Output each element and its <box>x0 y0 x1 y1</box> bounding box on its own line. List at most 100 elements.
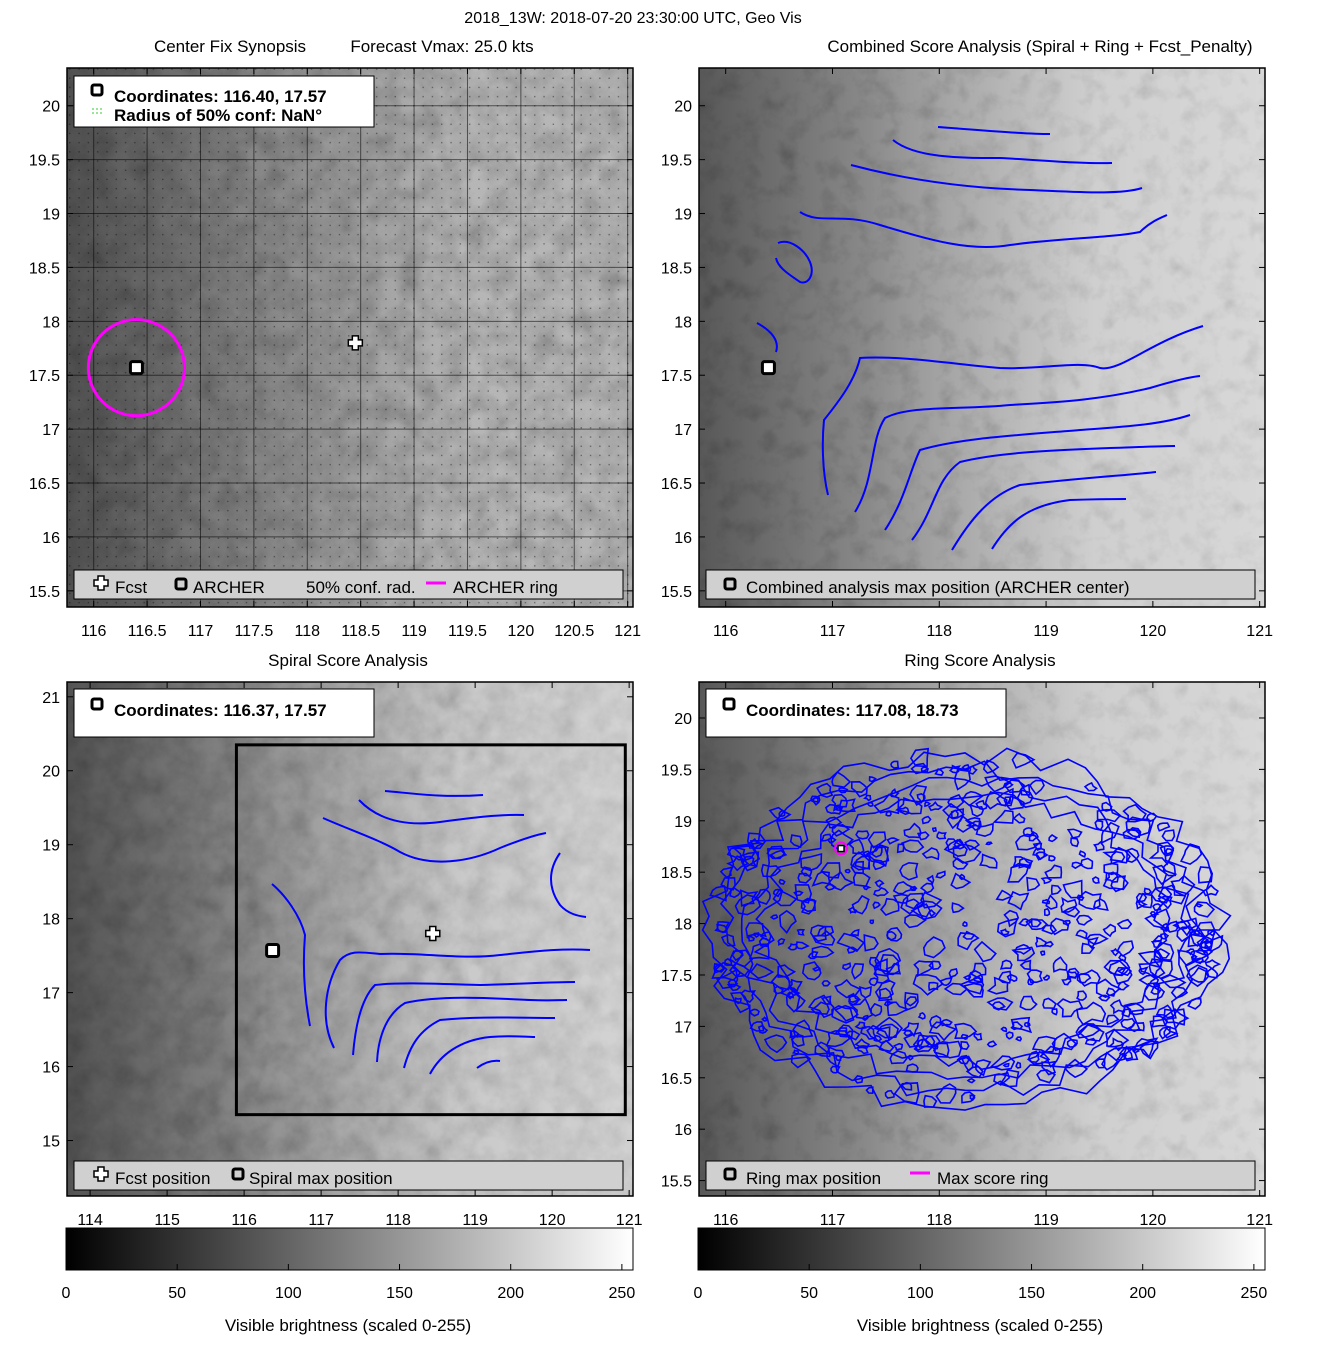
ring-contour <box>962 930 976 940</box>
ring-contour <box>992 809 1015 824</box>
y-tick-label: 16 <box>674 530 692 547</box>
ring-contour <box>763 1034 788 1054</box>
ring-contour <box>1149 911 1160 919</box>
ring-contour <box>777 964 797 978</box>
y-tick-label: 17.5 <box>661 968 692 985</box>
y-tick-label: 15.5 <box>661 584 692 601</box>
spiral-frame <box>66 681 634 1197</box>
ring-contour <box>1036 1069 1057 1084</box>
synopsis-radius: Radius of 50% conf: NaN° <box>114 106 322 125</box>
ring-contour <box>1117 980 1130 991</box>
ring-contour <box>1179 843 1203 865</box>
ring-contour <box>720 877 736 891</box>
ring-contour <box>719 760 1217 1097</box>
ring-contour <box>1161 1008 1190 1030</box>
ring-contour <box>1011 752 1036 769</box>
ring-contour <box>952 857 969 870</box>
ring-contour <box>928 1021 958 1042</box>
ring-contour <box>1077 1023 1105 1042</box>
ring-contour <box>826 1046 845 1068</box>
ring-contour <box>934 768 945 776</box>
ring-contour <box>812 796 820 804</box>
ring-contour <box>1110 947 1121 957</box>
ring-contour <box>973 940 997 963</box>
ring-contour <box>1193 901 1216 918</box>
ring-contour <box>1121 1008 1131 1018</box>
forecast-position-marker <box>425 925 441 942</box>
archer-ring <box>86 318 186 418</box>
ring-contour <box>886 930 897 941</box>
ring-contour <box>868 977 879 987</box>
ring-contour <box>851 962 865 980</box>
ring-contour <box>1094 1058 1106 1069</box>
ring-contour <box>948 764 961 774</box>
archer-square-icon <box>722 697 736 711</box>
y-tick-label: 19 <box>42 207 60 224</box>
ring-contour <box>945 838 962 852</box>
ring-contour <box>893 1082 920 1105</box>
ring-contour <box>842 962 852 971</box>
x-tick-label: 117.5 <box>234 623 273 640</box>
ring-axis: 116 117 118 119 120 121 15.5 16 16.5 17 17.5 18 18.5… <box>661 682 1273 1229</box>
y-tick-label: 18 <box>674 917 692 934</box>
ring-contour <box>1122 803 1147 823</box>
synopsis-frame <box>66 67 634 608</box>
y-tick-label: 15 <box>42 1134 60 1151</box>
ring-contour <box>860 1025 877 1040</box>
ring-contour <box>831 823 851 837</box>
ring-contour <box>794 884 813 904</box>
ring-contour <box>1151 903 1162 912</box>
y-tick-label: 19 <box>674 207 692 224</box>
archer-square-icon <box>723 1167 737 1181</box>
ring-contour <box>943 838 968 858</box>
ring-contour <box>1094 819 1104 832</box>
ring-contour <box>926 874 935 886</box>
x-tick-label: 119 <box>1033 1212 1059 1229</box>
ring-contour <box>1066 970 1078 980</box>
ring-contour <box>942 802 965 820</box>
y-tick-label: 16 <box>674 1122 692 1139</box>
ring-contour <box>993 1071 1011 1086</box>
ring-contour <box>896 843 905 854</box>
ring-contour <box>1116 918 1133 930</box>
ring-contour <box>960 1040 970 1051</box>
synopsis-vmax: Forecast Vmax: 25.0 kts <box>350 37 533 56</box>
ring-contour <box>811 870 832 887</box>
colorbar-tick-label: 200 <box>1129 1285 1156 1302</box>
ring-contour <box>726 983 742 992</box>
ring-contour <box>898 806 910 816</box>
archer-square-icon <box>231 1167 245 1181</box>
ring-contour <box>1204 959 1222 971</box>
ring-contour <box>1019 959 1032 971</box>
spiral-legend-fcst: Fcst position <box>115 1169 210 1188</box>
ring-contour <box>931 1043 939 1050</box>
ring-contour <box>874 947 902 973</box>
ring-contour <box>1050 884 1062 896</box>
y-tick-label: 20 <box>674 99 692 116</box>
ring-contour <box>922 936 946 959</box>
ring-contour <box>848 838 865 855</box>
ring-contour <box>872 901 881 910</box>
panel-synopsis: Center Fix Synopsis Forecast Vmax: 25.0 … <box>29 37 641 640</box>
ring-contour <box>1139 1040 1159 1060</box>
x-tick-label: 118 <box>927 623 953 640</box>
y-tick-label: 16.5 <box>661 1071 692 1088</box>
ring-contour <box>961 1091 976 1104</box>
ring-contour <box>1032 847 1046 861</box>
ring-contour <box>849 997 874 1020</box>
ring-contour <box>890 760 900 769</box>
ring-contour <box>851 894 870 915</box>
legend-fcst: Fcst <box>115 578 147 597</box>
y-tick-label: 15.5 <box>661 1174 692 1191</box>
ring-contour <box>952 843 982 864</box>
ring-contour <box>948 968 959 979</box>
ring-contour <box>851 780 868 798</box>
ring-contour <box>1161 829 1176 842</box>
ring-contour <box>966 1077 976 1084</box>
ring-contour <box>929 1015 942 1029</box>
ring-contour <box>917 1011 926 1020</box>
y-tick-label: 17 <box>42 422 60 439</box>
ring-contour <box>761 1016 768 1022</box>
x-tick-label: 117 <box>820 1212 846 1229</box>
ring-contour <box>1163 1008 1186 1026</box>
